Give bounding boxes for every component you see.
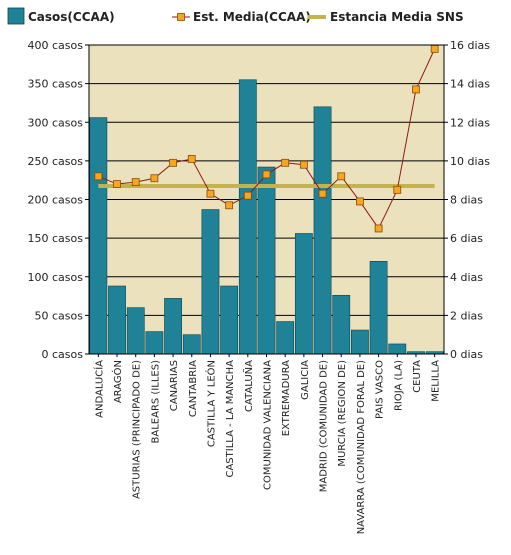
estancia-media-point [374, 224, 383, 233]
estancia-media-point [281, 158, 290, 167]
bar-casos [332, 294, 351, 355]
y-right-tick-label: 16 dias [450, 39, 490, 52]
x-category-label: MADRID (COMUNIDAD DE) [319, 360, 330, 492]
bar-casos [238, 79, 257, 355]
legend-label-casos: Casos(CCAA) [28, 10, 115, 24]
bar-casos [182, 334, 201, 355]
legend-label-sns: Estancia Media SNS [330, 10, 464, 24]
x-category-label: ANDALUCÍA [92, 360, 105, 418]
x-category-label: CASTILLA Y LEÓN [204, 360, 217, 447]
bar-casos [294, 233, 313, 355]
y-right-tick-label: 8 dias [450, 194, 483, 207]
estancia-media-point [169, 158, 177, 167]
x-category-label: CANTABRIA [188, 360, 199, 417]
estancia-media-point [243, 191, 252, 200]
estancia-media-point [430, 44, 439, 53]
bar-casos [369, 260, 388, 355]
bar-casos [164, 298, 182, 355]
y-right-tick-label: 4 dias [450, 271, 483, 284]
x-category-label: CATALUÑA [242, 360, 255, 412]
y-left-tick-label: 150 casos [28, 232, 84, 245]
y-right-tick-label: 10 dias [450, 155, 490, 168]
x-category-label: EXTREMADURA [281, 360, 292, 436]
y-left-tick-label: 50 casos [35, 309, 84, 322]
estancia-media-point [206, 189, 215, 198]
bar-casos [276, 321, 295, 355]
legend-swatch-estancia-marker [177, 13, 185, 21]
estancia-media-point [337, 172, 346, 181]
bar-casos [201, 209, 220, 355]
x-category-label: BALEARS (ILLES) [150, 360, 161, 444]
y-left-tick-label: 0 casos [42, 348, 84, 361]
x-category-label: CANARIAS [169, 360, 180, 411]
estancia-media-point [113, 180, 121, 188]
estancia-media-point [356, 197, 364, 206]
x-category-label: MELILLA [431, 360, 442, 402]
x-category-label: CEUTA [412, 360, 423, 393]
estancia-media-point [187, 155, 196, 163]
y-left-tick-label: 300 casos [28, 116, 84, 129]
estancia-media-point [393, 185, 402, 194]
x-category-label: RIOJA (LA) [393, 360, 404, 411]
x-category-label: ASTURIAS (PRINCIPADO DE) [132, 360, 143, 499]
x-category-label: GALICIA [300, 360, 311, 400]
x-category-label: CASTILLA - LA MANCHA [225, 360, 236, 478]
bar-casos [388, 343, 407, 355]
x-category-label: PAIS VASCO [375, 360, 386, 419]
estancia-media-point [318, 189, 327, 198]
y-left-tick-label: 100 casos [28, 271, 84, 284]
bar-casos [145, 331, 164, 355]
y-right-tick-label: 0 dias [450, 348, 483, 361]
estancia-media-point [412, 85, 420, 94]
bar-casos [89, 117, 108, 355]
estancia-media-point [299, 160, 308, 169]
y-left-tick-label: 250 casos [28, 155, 84, 168]
y-right-tick-label: 6 dias [450, 232, 483, 245]
x-category-label: MURCIA (REGION DE) [337, 360, 348, 467]
bar-casos [220, 285, 239, 355]
bar-casos [257, 166, 276, 355]
bar-casos [126, 307, 145, 355]
bar-casos [351, 329, 369, 355]
x-category-label: NAVARRA (COMUNIDAD FORAL DE) [356, 360, 367, 534]
legend-label-estancia: Est. Media(CCAA) [193, 10, 311, 24]
legend-swatch-casos [7, 7, 25, 25]
y-right-tick-label: 2 dias [450, 309, 483, 322]
y-right-tick-label: 12 dias [450, 116, 490, 129]
estancia-media-point [94, 172, 103, 181]
y-left-tick-label: 350 casos [28, 78, 84, 91]
bar-casos [313, 106, 332, 355]
y-right-tick-label: 14 dias [450, 78, 490, 91]
estancia-media-point [262, 170, 271, 179]
bar-casos [108, 285, 126, 355]
x-category-label: COMUNIDAD VALENCIANA [263, 360, 274, 490]
x-category-label: ARAGÓN [111, 360, 124, 403]
estancia-media-point [131, 178, 140, 187]
estancia-media-point [150, 174, 159, 183]
y-left-tick-label: 200 casos [28, 194, 84, 207]
estancia-media-point [225, 201, 234, 210]
y-left-tick-label: 400 casos [28, 39, 84, 52]
